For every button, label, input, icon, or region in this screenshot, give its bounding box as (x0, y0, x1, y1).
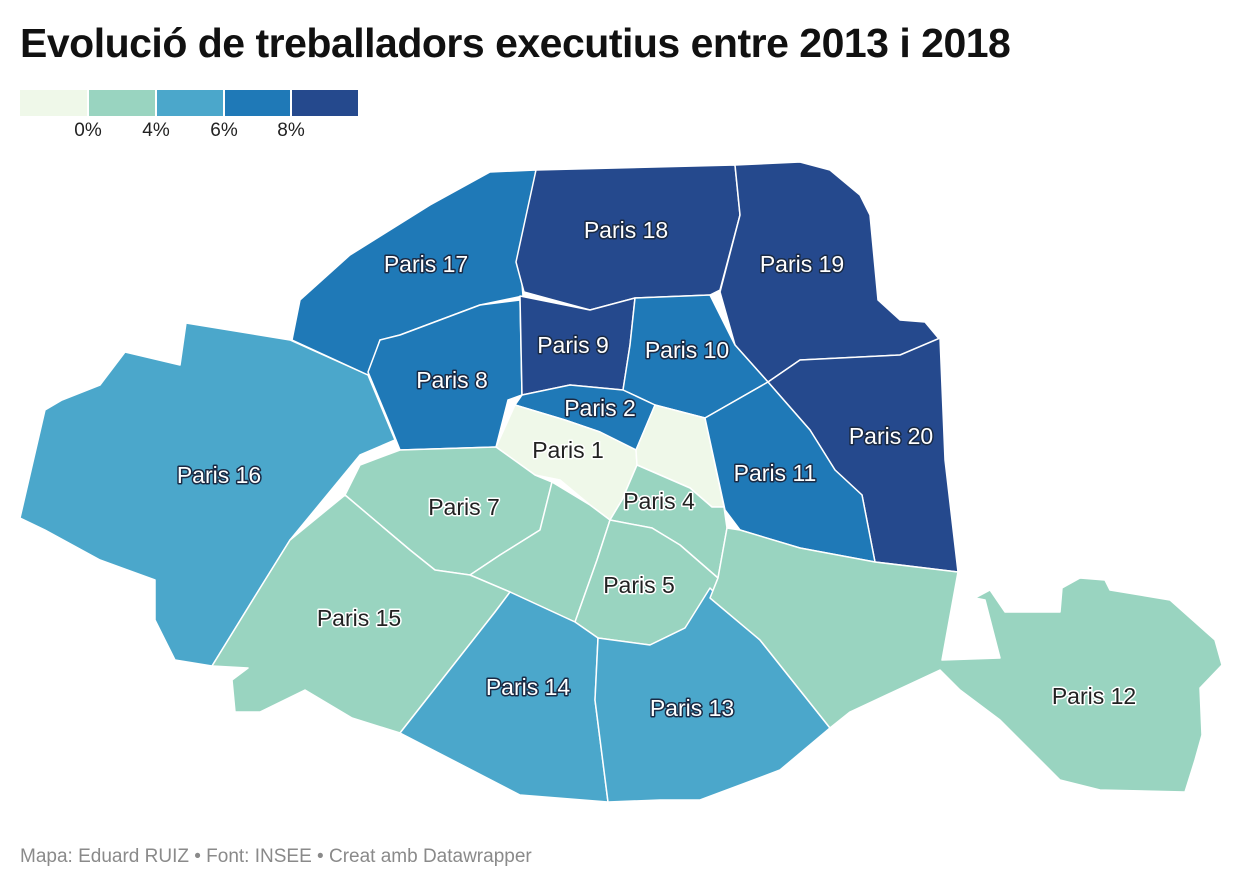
label-paris-16: Paris 16 (177, 462, 261, 488)
label-paris-20: Paris 20 (849, 423, 933, 449)
legend-swatch-4 (292, 90, 358, 116)
region-paris-19[interactable] (719, 161, 941, 383)
map-title: Evolució de treballadors executius entre… (20, 20, 1011, 66)
region-paris-15[interactable] (211, 494, 511, 734)
source-footer: Mapa: Eduard RUIZ • Font: INSEE • Creat … (20, 846, 532, 867)
region-paris-11[interactable] (704, 381, 876, 563)
legend-tick-1: 4% (142, 120, 170, 141)
region-paris-12[interactable] (709, 527, 1223, 793)
label-paris-1: Paris 1 (532, 437, 604, 463)
region-paris-16[interactable] (19, 322, 396, 667)
label-paris-10: Paris 10 (645, 337, 729, 363)
legend-swatch-0 (20, 90, 87, 116)
label-paris-12: Paris 12 (1052, 683, 1136, 709)
label-paris-2: Paris 2 (564, 395, 636, 421)
legend-tick-2: 6% (210, 120, 238, 141)
label-paris-15: Paris 15 (317, 605, 401, 631)
label-paris-11: Paris 11 (734, 460, 817, 486)
legend-swatch-3 (225, 90, 290, 116)
label-paris-18: Paris 18 (584, 217, 668, 243)
legend-tick-3: 8% (277, 120, 305, 141)
color-legend: 0% 4% 6% 8% (20, 90, 360, 150)
label-paris-9: Paris 9 (537, 332, 609, 358)
region-paris-8[interactable] (367, 299, 523, 451)
label-paris-19: Paris 19 (760, 251, 844, 277)
label-paris-17: Paris 17 (384, 251, 468, 277)
legend-swatch-2 (157, 90, 223, 116)
label-paris-7: Paris 7 (428, 494, 500, 520)
label-paris-4: Paris 4 (623, 488, 695, 514)
label-paris-13: Paris 13 (650, 695, 734, 721)
label-paris-14: Paris 14 (486, 674, 571, 700)
region-paris-13[interactable] (594, 587, 831, 803)
legend-swatch-1 (89, 90, 155, 116)
legend-tick-0: 0% (74, 120, 102, 141)
label-paris-8: Paris 8 (416, 367, 488, 393)
label-paris-5: Paris 5 (603, 572, 675, 598)
